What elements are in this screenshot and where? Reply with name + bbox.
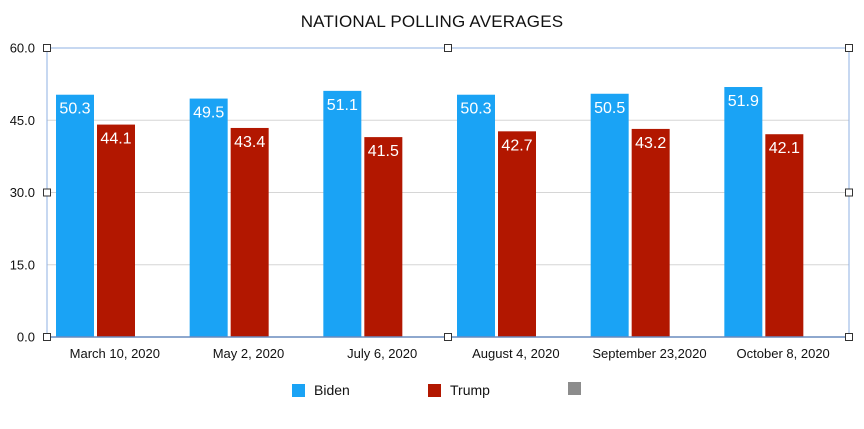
data-label: 43.4: [234, 134, 265, 151]
chart-title: NATIONAL POLLING AVERAGES: [300, 12, 564, 31]
data-label: 44.1: [100, 131, 131, 148]
data-label: 51.9: [728, 93, 759, 110]
bar-biden: [189, 98, 228, 337]
bar-trump: [230, 127, 269, 337]
bar-biden: [323, 90, 362, 337]
x-tick-label: October 8, 2020: [737, 346, 830, 361]
resize-handle: [43, 188, 51, 197]
data-label: 42.1: [769, 140, 800, 157]
legend-swatch-biden: [292, 383, 305, 397]
resize-handle: [845, 44, 853, 52]
resize-handle: [845, 333, 853, 341]
bar-trump: [364, 137, 403, 337]
y-tick-label: 0.0: [17, 330, 35, 345]
y-tick-label: 15.0: [10, 257, 35, 272]
resize-handle: [444, 333, 452, 341]
y-tick-label: 45.0: [10, 113, 35, 128]
bar-biden: [56, 94, 94, 337]
bar-trump: [765, 134, 804, 337]
bar-biden: [590, 93, 629, 337]
bar-trump: [498, 131, 536, 337]
bar-biden: [724, 87, 763, 337]
data-label: 42.7: [501, 137, 532, 154]
resize-handle: [43, 333, 51, 341]
data-label: 50.3: [460, 101, 491, 118]
data-label: 43.2: [635, 135, 666, 152]
data-label: 50.5: [594, 100, 625, 117]
data-label: 41.5: [368, 143, 399, 160]
legend-swatch-trump: [428, 383, 441, 397]
legend-item-trump[interactable]: Trump: [428, 382, 490, 398]
x-tick-label: July 6, 2020: [347, 346, 417, 361]
x-tick-label: August 4, 2020: [472, 346, 559, 361]
legend-item-biden[interactable]: Biden: [292, 382, 350, 398]
bar-biden: [457, 94, 495, 337]
resize-handle: [845, 188, 853, 197]
bar-trump: [631, 128, 670, 337]
resize-handle: [43, 44, 51, 52]
y-tick-label: 60.0: [10, 41, 35, 56]
y-tick-label: 30.0: [10, 185, 35, 200]
x-tick-label: May 2, 2020: [213, 346, 285, 361]
legend-label-biden: Biden: [314, 382, 350, 398]
x-tick-label: September 23,2020: [592, 346, 706, 361]
legend-item-unnamed[interactable]: [568, 382, 581, 395]
x-tick-label: March 10, 2020: [70, 346, 160, 361]
bar-trump: [97, 124, 135, 338]
data-label: 49.5: [193, 105, 224, 122]
legend-swatch-unnamed: [568, 382, 581, 395]
legend-label-trump: Trump: [450, 382, 490, 398]
data-label: 50.3: [59, 101, 90, 118]
resize-handle: [444, 44, 452, 52]
data-label: 51.1: [327, 97, 358, 114]
legend: Biden Trump: [0, 382, 864, 402]
